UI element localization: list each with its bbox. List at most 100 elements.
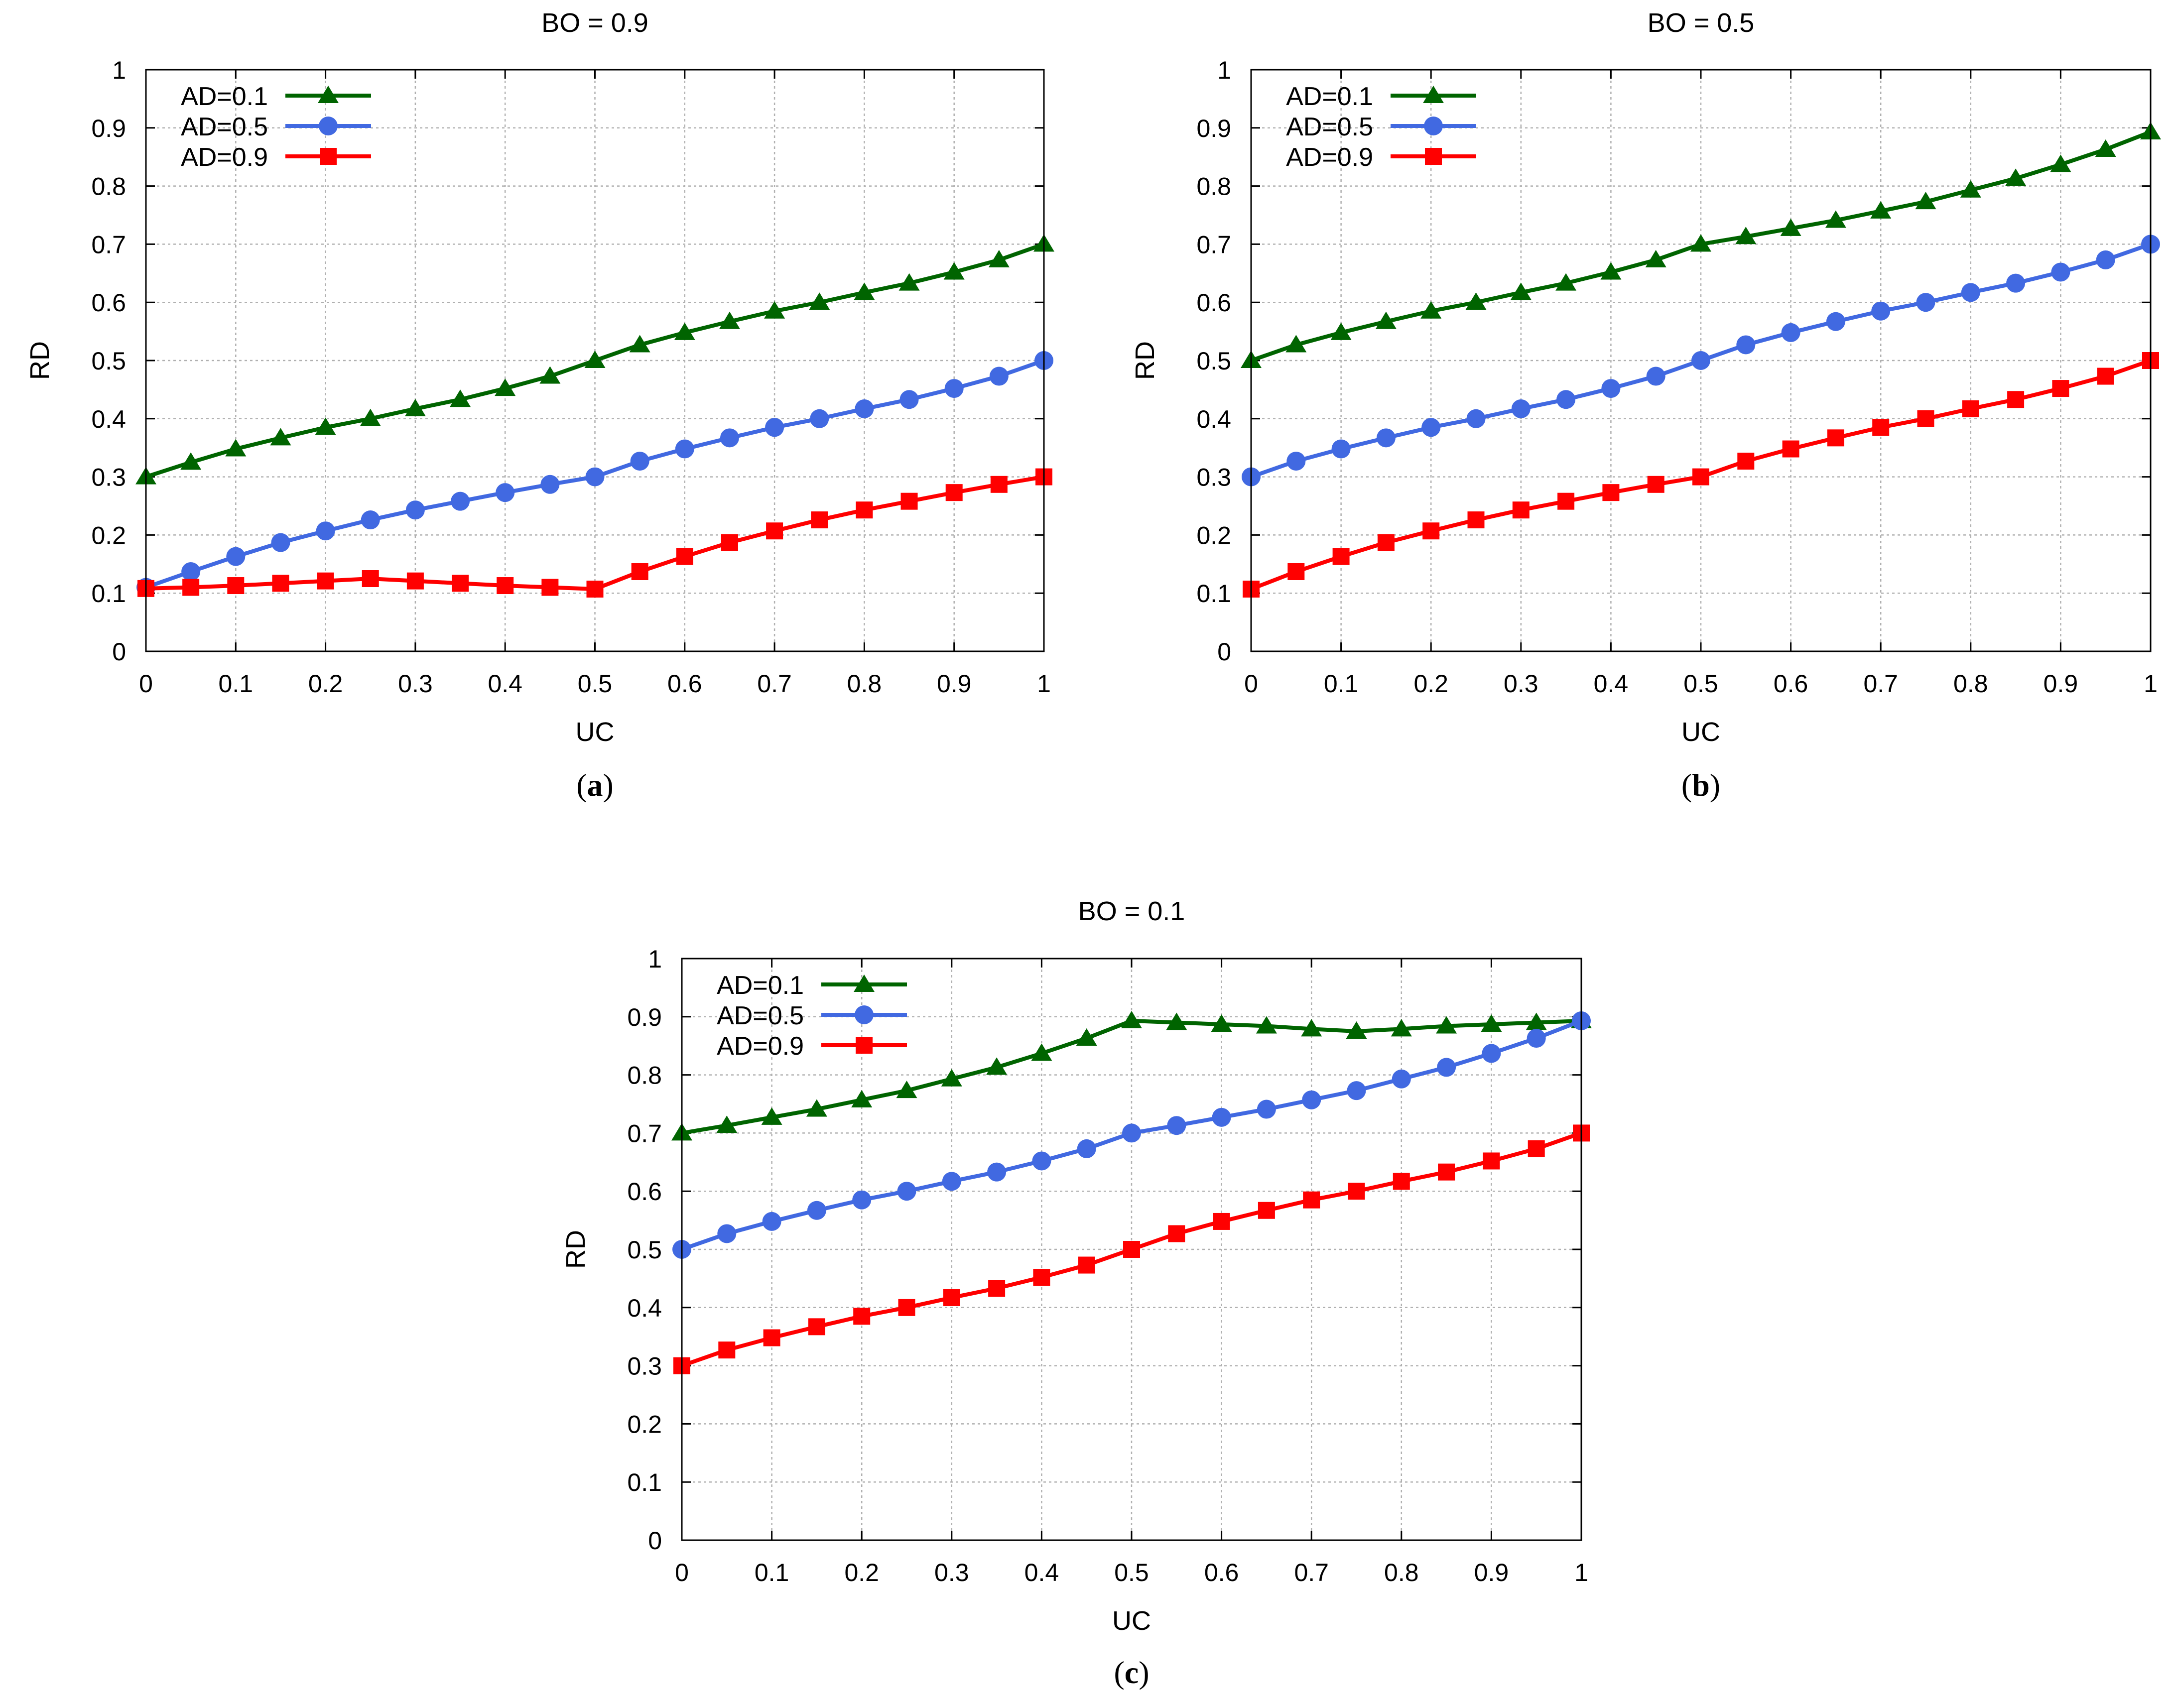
chart-title: BO = 0.1 (1078, 896, 1185, 926)
data-point (405, 500, 425, 520)
data-point (584, 351, 606, 368)
y-tick-label: 0.9 (1196, 115, 1231, 142)
data-point (898, 1299, 915, 1316)
data-point (1301, 1019, 1322, 1037)
data-point (1123, 1241, 1140, 1258)
data-point (1392, 1069, 1411, 1089)
x-tick-label: 0.1 (755, 1559, 789, 1586)
legend-marker (319, 117, 338, 135)
data-point (1555, 273, 1577, 291)
data-point (1437, 1058, 1456, 1077)
figure-caption: (b) (1681, 767, 1720, 803)
data-point (899, 390, 919, 409)
y-tick-label: 0.2 (1196, 521, 1231, 549)
x-axis-label: UC (576, 717, 615, 747)
data-point (1483, 1152, 1500, 1170)
caption-letter: b (1692, 767, 1710, 803)
data-point (853, 1308, 871, 1325)
y-tick-label: 0.5 (91, 347, 126, 375)
y-tick-label: 0.3 (91, 464, 126, 491)
data-point (226, 547, 246, 566)
legend-marker (1423, 86, 1444, 103)
data-point (1482, 1044, 1501, 1063)
data-point (181, 562, 201, 581)
y-tick-label: 0.6 (91, 289, 126, 317)
data-point (2007, 391, 2025, 408)
data-point (2005, 168, 2027, 186)
data-point (1436, 1016, 1457, 1034)
y-tick-label: 0.5 (1196, 347, 1231, 375)
data-point (1960, 180, 1981, 198)
data-point (942, 1172, 961, 1191)
data-point (852, 1190, 872, 1210)
data-point (810, 409, 829, 428)
data-point (1692, 468, 1709, 486)
plot-frame (1250, 69, 2152, 652)
data-point (1421, 418, 1441, 437)
data-point (1556, 390, 1576, 409)
data-point (1287, 563, 1305, 580)
legend-label: AD=0.5 (1286, 113, 1373, 141)
data-point (317, 572, 334, 590)
x-tick-label: 0.9 (1474, 1559, 1509, 1586)
data-point (540, 475, 560, 494)
x-tick-label: 0.8 (847, 670, 882, 698)
data-point (761, 1107, 782, 1125)
data-point (315, 417, 336, 435)
data-point (360, 408, 381, 426)
data-point (1213, 1213, 1230, 1230)
x-tick-label: 0.1 (1324, 670, 1359, 698)
data-point (1557, 492, 1575, 510)
data-point (182, 579, 200, 596)
y-tick-label: 0.9 (91, 115, 126, 142)
data-point (2050, 154, 2071, 172)
legend-marker (1424, 117, 1443, 135)
data-point (944, 379, 964, 398)
data-point (1211, 1014, 1232, 1032)
y-tick-label: 0.1 (91, 580, 126, 608)
series-AD=0.5 (672, 1011, 1591, 1259)
data-point (1167, 1116, 1186, 1135)
data-point (1303, 1191, 1320, 1209)
plot-frame (681, 958, 1582, 1541)
data-point (180, 452, 202, 470)
y-tick-label: 1 (1217, 56, 1231, 84)
data-point (1962, 400, 1979, 417)
data-point (943, 1289, 960, 1306)
x-tick-label: 0.4 (488, 670, 522, 698)
data-point (225, 439, 247, 457)
data-point (316, 521, 335, 541)
legend-marker (1425, 148, 1442, 165)
y-tick-label: 0 (648, 1527, 662, 1555)
data-point (361, 510, 380, 530)
data-point (1735, 227, 1757, 244)
data-point (270, 428, 291, 446)
x-tick-label: 0.5 (578, 670, 613, 698)
legend-marker (855, 1005, 874, 1024)
x-tick-label: 0.6 (667, 670, 702, 698)
data-point (941, 1069, 962, 1087)
data-point (718, 1342, 736, 1359)
series-AD=0.5 (1242, 235, 2160, 487)
data-point (855, 399, 874, 418)
data-point (1602, 484, 1620, 501)
data-point (2097, 367, 2114, 385)
data-point (676, 548, 693, 565)
data-point (1032, 1151, 1051, 1171)
data-point (1076, 1028, 1097, 1046)
data-point (763, 1329, 780, 1346)
ticks: 0 0.1 0.2 0.3 0.4 0.5 0.6 0.7 0.8 0.9 1 0 0.1 0.2 0.3 0… (627, 945, 1588, 1586)
caption-letter: a (587, 767, 603, 803)
y-tick-label: 0.3 (1196, 464, 1231, 491)
data-point (1825, 210, 1846, 228)
legend-label: AD=0.1 (717, 971, 804, 1000)
x-tick-label: 0.3 (1504, 670, 1538, 698)
y-tick-label: 0.2 (91, 521, 126, 549)
data-point (1601, 379, 1621, 398)
data-point (989, 366, 1009, 386)
data-point (1961, 283, 1980, 302)
series-AD=0.5 (136, 351, 1053, 597)
data-point (896, 1081, 917, 1098)
y-tick-label: 0.7 (91, 231, 126, 258)
